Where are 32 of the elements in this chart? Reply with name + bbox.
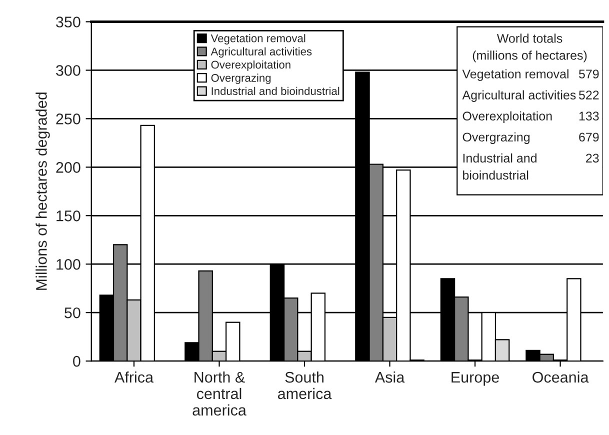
annotation: 23 <box>586 154 599 163</box>
annotation: 133 <box>579 112 599 121</box>
annotation: Vegetation removal <box>462 69 568 81</box>
x-tick-label: Asia <box>374 371 405 383</box>
y-tick-label: 150 <box>56 210 80 222</box>
legend-label: Overgrazing <box>211 74 271 84</box>
y-tick-label: 300 <box>56 65 80 76</box>
y-tick-label: 100 <box>56 258 80 270</box>
annotation: 522 <box>578 90 599 100</box>
annotation: World totals <box>496 34 562 43</box>
annotation: Overexploitation <box>462 111 552 123</box>
x-tick-label: Oceania <box>532 371 589 383</box>
legend-label: Overexploitation <box>211 60 290 71</box>
annotation: 579 <box>578 70 599 78</box>
y-axis-title: Millions of hectares degraded <box>36 92 50 290</box>
annotation: Industrial and bioindustrial <box>463 153 536 180</box>
x-tick-label: South america <box>278 371 332 400</box>
x-tick-label: Africa <box>114 371 154 383</box>
annotation: 679 <box>579 132 599 142</box>
y-tick-label: 50 <box>64 307 80 318</box>
y-tick-label: 0 <box>73 356 80 367</box>
annotation: (millions of hectares) <box>472 50 587 62</box>
legend-label: Industrial and bioindustrial <box>212 86 340 96</box>
x-tick-label: Europe <box>452 372 499 386</box>
legend-label: Vegetation removal <box>210 34 306 44</box>
y-tick-label: 200 <box>56 162 80 173</box>
annotation: Agricultural activities <box>462 90 576 102</box>
y-tick-label: 350 <box>56 16 80 28</box>
legend-label: Agricultural activities <box>210 47 312 58</box>
y-tick-label: 250 <box>56 114 80 124</box>
x-tick-label: North & central america <box>192 371 246 416</box>
annotation: Overgrazing <box>462 132 530 144</box>
